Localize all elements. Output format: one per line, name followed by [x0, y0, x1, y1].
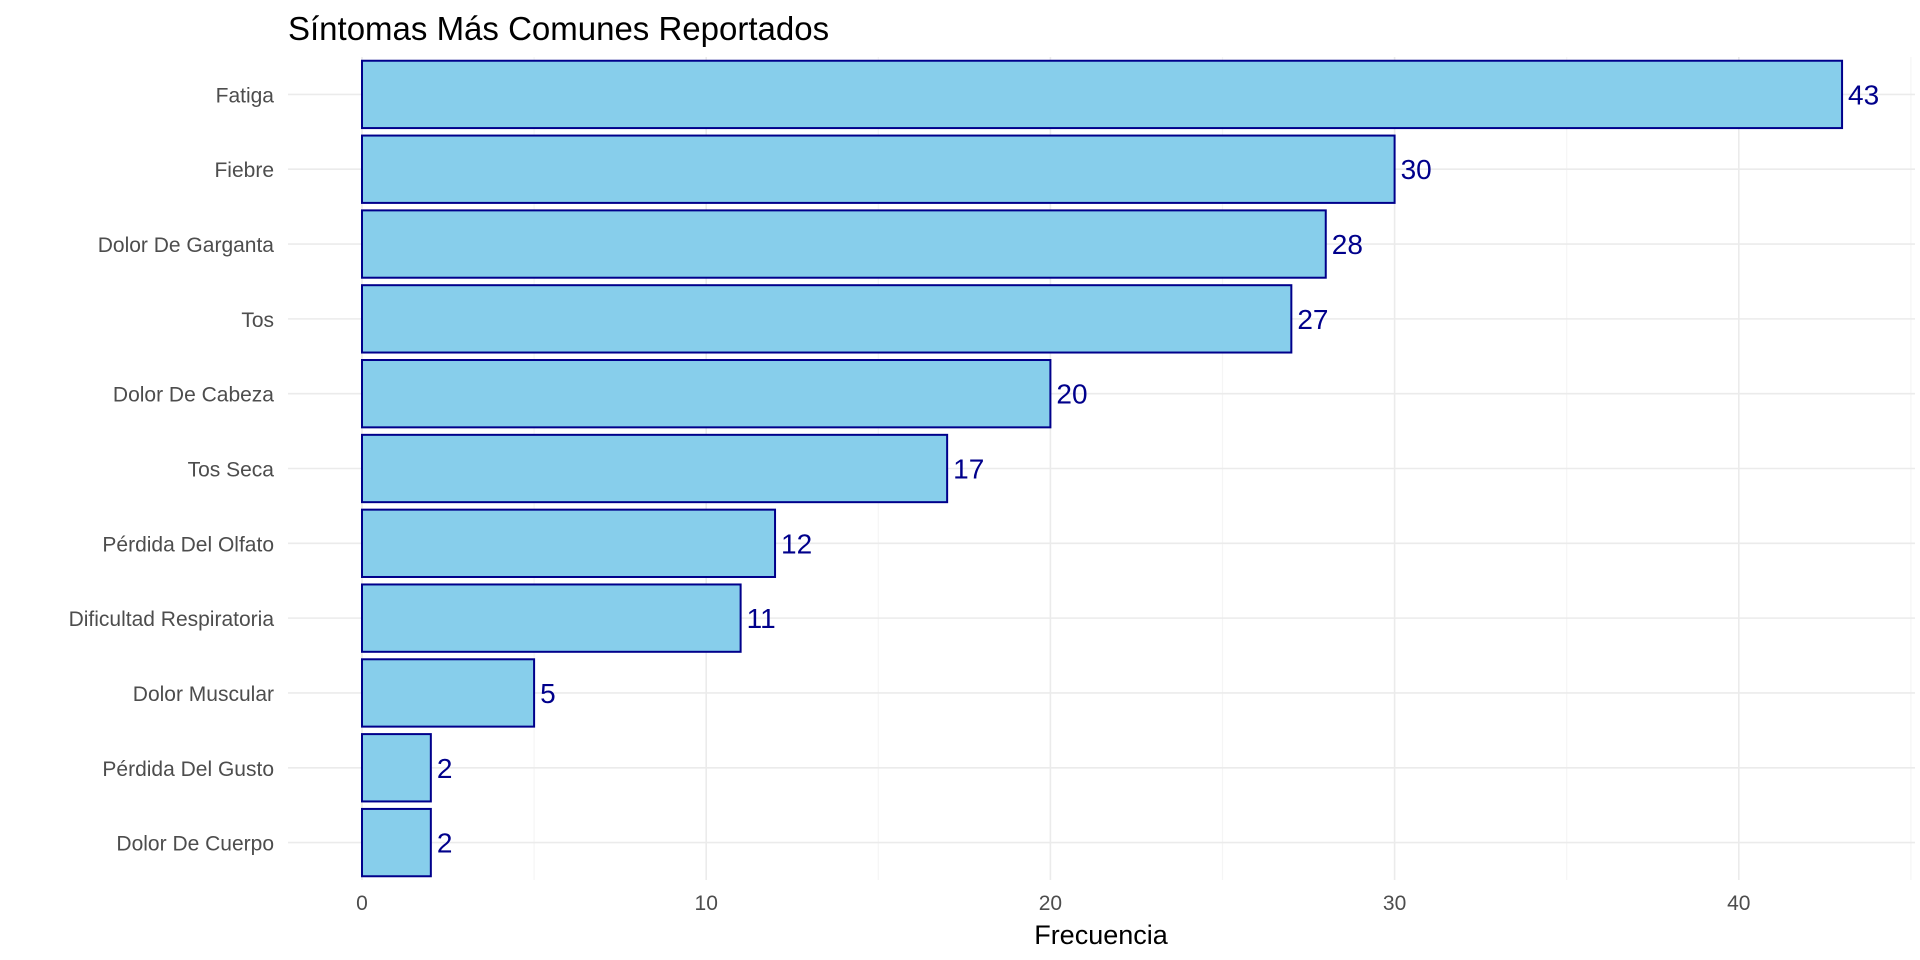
x-tick-label: 20 — [1039, 892, 1062, 915]
y-tick-label: Dolor De Cuerpo — [116, 833, 274, 856]
bar — [361, 433, 949, 504]
data-label: 30 — [1401, 154, 1432, 185]
data-label: 11 — [747, 603, 776, 634]
bar — [361, 807, 432, 878]
y-tick-label: Fatiga — [216, 84, 275, 107]
y-tick-label: Pérdida Del Olfato — [102, 533, 274, 556]
chart-title: Síntomas Más Comunes Reportados — [288, 10, 829, 47]
data-label: 12 — [781, 528, 812, 559]
x-axis: 0 10 20 30 40 — [356, 892, 1750, 915]
data-label: 2 — [437, 828, 453, 859]
data-label: 27 — [1297, 304, 1328, 335]
y-tick-label: Dolor De Garganta — [98, 234, 275, 257]
data-label: 2 — [437, 753, 453, 784]
data-label: 20 — [1056, 379, 1087, 410]
x-axis-title: Frecuencia — [1034, 920, 1169, 950]
x-tick-label: 0 — [356, 892, 368, 915]
data-label: 17 — [953, 454, 984, 485]
y-tick-label: Tos — [241, 309, 274, 332]
y-tick-label: Tos Seca — [188, 459, 275, 482]
x-tick-label: 30 — [1383, 892, 1406, 915]
x-tick-label: 40 — [1727, 892, 1750, 915]
bar — [361, 134, 1396, 204]
bars — [361, 59, 1844, 878]
data-label: 28 — [1332, 229, 1363, 260]
y-axis: Fatiga Fiebre Dolor De Garganta Tos Dolor De… — [69, 84, 275, 855]
bar — [361, 359, 1052, 429]
y-tick-label: Dolor Muscular — [133, 683, 274, 706]
bar — [361, 658, 536, 728]
bar — [361, 733, 432, 803]
bar — [361, 508, 777, 578]
y-tick-label: Fiebre — [214, 159, 274, 182]
data-label: 5 — [540, 678, 556, 709]
bar — [361, 59, 1844, 130]
y-tick-label: Dolor De Cabeza — [113, 384, 274, 407]
bar — [361, 209, 1327, 279]
bar — [361, 284, 1293, 354]
x-tick-label: 10 — [695, 892, 718, 915]
data-labels: 43 30 28 27 20 17 12 11 5 2 2 — [437, 79, 1879, 858]
bar — [361, 583, 742, 653]
data-label: 43 — [1848, 79, 1879, 110]
y-tick-label: Dificultad Respiratoria — [69, 608, 275, 631]
y-tick-label: Pérdida Del Gusto — [102, 758, 274, 781]
